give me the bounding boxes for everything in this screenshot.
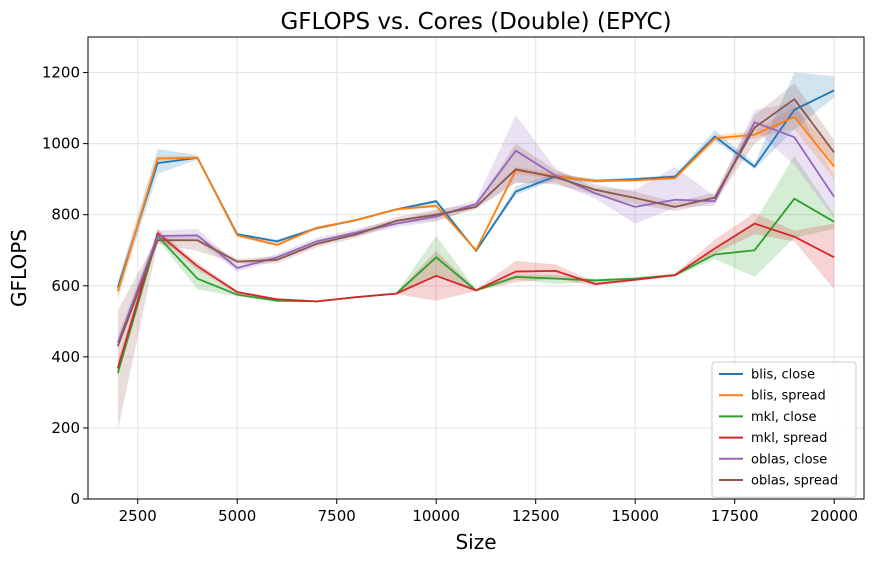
- x-tick-label: 12500: [512, 507, 560, 525]
- band-oblas-close: [117, 102, 835, 350]
- legend-label-oblas-close: oblas, close: [751, 452, 827, 467]
- x-tick-label: 5000: [218, 507, 256, 525]
- plot-frame: [87, 36, 865, 500]
- y-axis-ticks: 0 200 400 600 800 1000 1200: [42, 64, 88, 508]
- x-tick-label: 20000: [810, 507, 858, 525]
- x-axis-title: Size: [455, 530, 496, 554]
- line-oblas-close: [117, 121, 835, 343]
- legend-label-mkl-spread: mkl, spread: [751, 431, 827, 446]
- x-tick-label: 17500: [711, 507, 759, 525]
- y-tick-label: 0: [70, 490, 80, 508]
- chart-title: GFLOPS vs. Cores (Double) (EPYC): [280, 9, 671, 35]
- legend: blis, close blis, spread mkl, close mkl, sp…: [711, 361, 857, 498]
- band-oblas-spread: [117, 83, 835, 430]
- y-tick-label: 1200: [42, 64, 80, 82]
- legend-label-mkl-close: mkl, close: [751, 410, 817, 425]
- x-tick-label: 2500: [119, 507, 157, 525]
- y-tick-label: 200: [51, 419, 80, 437]
- legend-box: [711, 361, 857, 498]
- y-axis-title: GFLOPS: [7, 229, 31, 307]
- x-tick-label: 10000: [412, 507, 460, 525]
- series-lines: [116, 89, 835, 374]
- band-mkl-spread: [117, 212, 835, 375]
- legend-label-blis-close: blis, close: [751, 368, 815, 383]
- y-tick-label: 400: [51, 348, 80, 366]
- line-oblas-spread: [117, 98, 835, 347]
- x-tick-label: 15000: [611, 507, 659, 525]
- y-tick-label: 800: [51, 206, 80, 224]
- y-tick-label: 600: [51, 277, 80, 295]
- legend-label-blis-spread: blis, spread: [751, 389, 826, 404]
- y-tick-label: 1000: [42, 135, 80, 153]
- line-blis-spread: [116, 116, 835, 292]
- line-mkl-spread: [116, 222, 835, 369]
- x-axis-ticks: 2500 5000 7500 10000 12500 15000 17500 20000: [119, 499, 858, 525]
- x-tick-label: 7500: [318, 507, 356, 525]
- legend-label-oblas-spread: oblas, spread: [751, 474, 838, 489]
